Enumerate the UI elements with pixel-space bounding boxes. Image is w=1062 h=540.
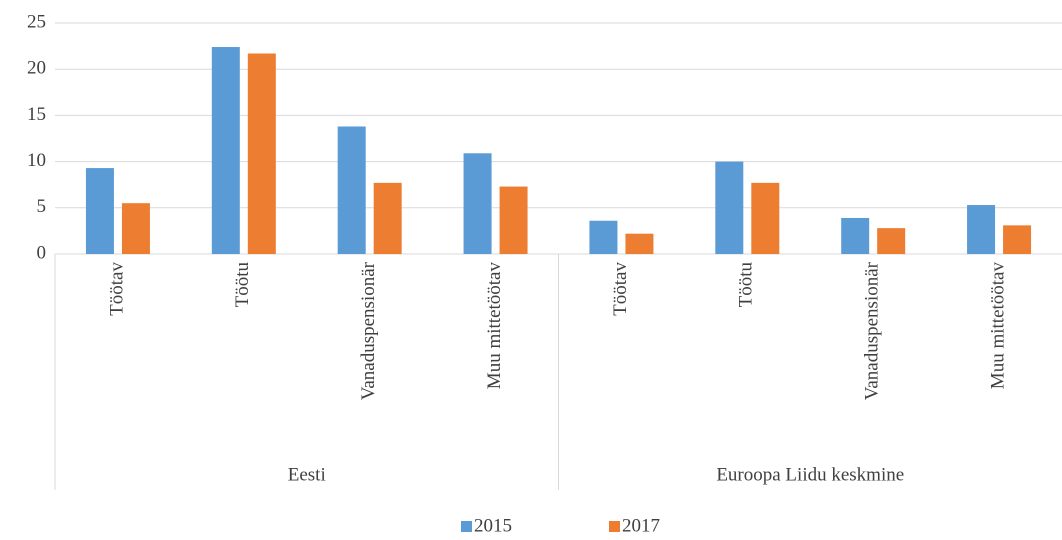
bar	[247, 53, 276, 254]
y-tick-label: 0	[37, 242, 47, 263]
group-label: Eesti	[288, 464, 326, 485]
bar	[121, 203, 150, 254]
x-tick-label: Töötu	[232, 262, 253, 308]
legend-label: 2015	[474, 515, 512, 536]
bar	[499, 186, 528, 254]
y-tick-label: 10	[27, 150, 46, 171]
x-tick-label: Töötav	[610, 262, 631, 316]
bar	[337, 126, 366, 254]
bar	[211, 47, 240, 254]
bar	[625, 233, 654, 254]
bar	[589, 220, 618, 254]
legend-swatch	[461, 521, 472, 532]
x-tick-label: Vanaduspensionär	[358, 261, 379, 400]
y-tick-label: 5	[37, 196, 47, 217]
x-tick-label: Töötu	[736, 262, 757, 308]
bar	[877, 228, 906, 254]
x-tick-label: Muu mittetöötav	[987, 262, 1008, 390]
bar	[1003, 225, 1032, 254]
legend-label: 2017	[622, 515, 660, 536]
bar	[967, 205, 996, 254]
bar	[85, 168, 114, 254]
legend-swatch	[609, 521, 620, 532]
bar	[751, 182, 780, 254]
bar	[715, 161, 744, 254]
bar	[373, 182, 402, 254]
x-tick-label: Töötav	[106, 262, 127, 316]
y-tick-label: 15	[27, 104, 46, 125]
x-tick-label: Vanaduspensionär	[862, 261, 883, 400]
y-tick-label: 25	[27, 11, 46, 32]
bar	[841, 217, 870, 254]
bar	[463, 153, 492, 254]
x-tick-label: Muu mittetöötav	[484, 262, 505, 390]
y-tick-label: 20	[27, 58, 46, 79]
group-label: Euroopa Liidu keskmine	[716, 464, 904, 485]
